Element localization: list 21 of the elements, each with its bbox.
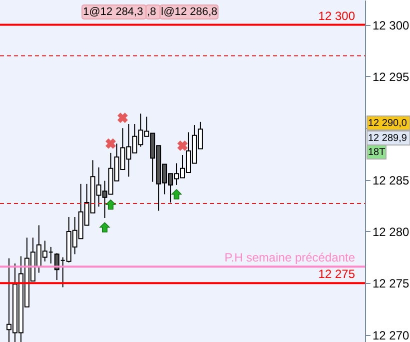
point xyxy=(106,138,116,149)
point xyxy=(106,199,116,210)
point xyxy=(117,112,128,123)
annotation: ,8 xyxy=(147,6,156,18)
text: 18T xyxy=(368,147,386,158)
ref-line-label: 12 275 xyxy=(318,267,356,282)
point xyxy=(171,189,182,200)
y-tick-label: 12 270 xyxy=(372,328,410,342)
ref-line-label: P.H semaine précédante xyxy=(224,250,356,265)
text: 12 290,0 xyxy=(368,118,408,129)
y-tick-label: 12 285 xyxy=(372,173,410,188)
text: 12 289,9 xyxy=(368,133,408,144)
y-tick-label: 12 295 xyxy=(372,70,410,84)
point xyxy=(100,222,110,232)
y-tick-label: 12 300 xyxy=(372,18,410,32)
annotation: 1@12 284,3 xyxy=(83,6,144,18)
y-tick-label: 12 275 xyxy=(372,276,410,291)
annotation: l@12 286,8 xyxy=(161,6,218,18)
point xyxy=(177,140,188,151)
ref-line-label: 12 300 xyxy=(318,8,356,23)
y-tick-label: 12 280 xyxy=(372,224,410,239)
